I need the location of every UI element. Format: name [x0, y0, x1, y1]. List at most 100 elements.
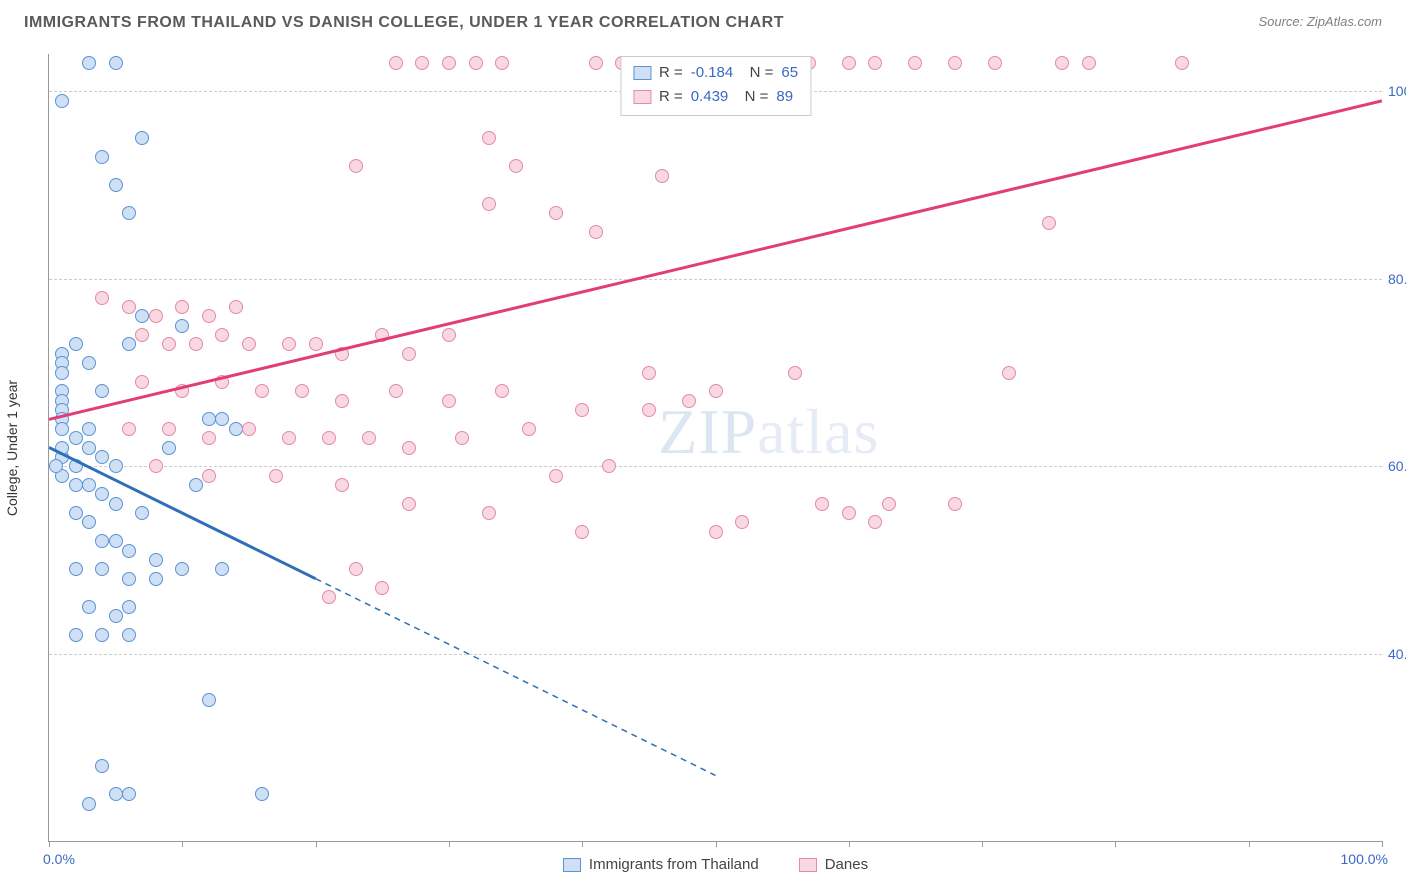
stats-row-blue: R = -0.184 N = 65 — [633, 61, 798, 85]
source-label: Source: ZipAtlas.com — [1258, 14, 1382, 29]
data-point-pink — [335, 347, 349, 361]
data-point-blue — [122, 337, 136, 351]
data-point-pink — [402, 497, 416, 511]
data-point-pink — [455, 431, 469, 445]
x-tick — [49, 841, 50, 847]
chart-title: IMMIGRANTS FROM THAILAND VS DANISH COLLE… — [24, 14, 784, 32]
data-point-pink — [175, 300, 189, 314]
data-point-pink — [242, 337, 256, 351]
legend-item-pink: Danes — [799, 856, 868, 873]
bottom-legend: Immigrants from Thailand Danes — [49, 856, 1382, 873]
data-point-pink — [202, 309, 216, 323]
data-point-pink — [322, 431, 336, 445]
data-point-blue — [202, 412, 216, 426]
data-point-blue — [175, 319, 189, 333]
data-point-pink — [215, 375, 229, 389]
data-point-blue — [122, 206, 136, 220]
data-point-pink — [162, 337, 176, 351]
data-point-blue — [82, 441, 96, 455]
data-point-blue — [82, 797, 96, 811]
data-point-pink — [482, 197, 496, 211]
data-point-blue — [82, 422, 96, 436]
data-point-pink — [495, 384, 509, 398]
data-point-blue — [55, 441, 69, 455]
data-point-blue — [82, 56, 96, 70]
data-point-blue — [109, 459, 123, 473]
data-point-pink — [335, 394, 349, 408]
data-point-pink — [682, 394, 696, 408]
data-point-pink — [349, 159, 363, 173]
data-point-pink — [642, 366, 656, 380]
data-point-pink — [282, 337, 296, 351]
x-tick — [849, 841, 850, 847]
x-tick — [1115, 841, 1116, 847]
legend-label-blue: Immigrants from Thailand — [589, 856, 759, 873]
x-tick — [1249, 841, 1250, 847]
x-tick — [449, 841, 450, 847]
data-point-blue — [215, 562, 229, 576]
data-point-pink — [149, 309, 163, 323]
r-value-blue: -0.184 — [691, 61, 734, 85]
data-point-blue — [69, 478, 83, 492]
data-point-pink — [389, 384, 403, 398]
data-point-pink — [655, 169, 669, 183]
y-tick-label: 60.0% — [1388, 458, 1406, 474]
data-point-pink — [135, 375, 149, 389]
legend-swatch-pink — [799, 858, 817, 872]
data-point-pink — [442, 56, 456, 70]
data-point-blue — [69, 506, 83, 520]
legend-item-blue: Immigrants from Thailand — [563, 856, 759, 873]
data-point-pink — [402, 347, 416, 361]
data-point-blue — [149, 553, 163, 567]
data-point-pink — [1082, 56, 1096, 70]
data-point-pink — [255, 384, 269, 398]
data-point-pink — [1175, 56, 1189, 70]
data-point-pink — [309, 337, 323, 351]
data-point-blue — [135, 131, 149, 145]
data-point-blue — [162, 441, 176, 455]
data-point-pink — [642, 403, 656, 417]
data-point-pink — [575, 403, 589, 417]
data-point-blue — [95, 562, 109, 576]
x-tick — [982, 841, 983, 847]
data-point-pink — [175, 384, 189, 398]
data-point-pink — [242, 422, 256, 436]
data-point-pink — [295, 384, 309, 398]
x-tick — [582, 841, 583, 847]
gridline-h — [49, 654, 1382, 655]
data-point-pink — [162, 422, 176, 436]
data-point-blue — [109, 56, 123, 70]
data-point-blue — [95, 487, 109, 501]
data-point-pink — [375, 328, 389, 342]
data-point-blue — [149, 572, 163, 586]
data-point-blue — [82, 600, 96, 614]
n-value-blue: 65 — [781, 61, 798, 85]
data-point-blue — [95, 759, 109, 773]
data-point-blue — [49, 459, 63, 473]
legend-label-pink: Danes — [825, 856, 868, 873]
data-point-pink — [495, 56, 509, 70]
data-point-blue — [215, 412, 229, 426]
data-point-blue — [122, 544, 136, 558]
data-point-pink — [229, 300, 243, 314]
data-point-pink — [442, 394, 456, 408]
data-point-pink — [868, 56, 882, 70]
data-point-pink — [362, 431, 376, 445]
data-point-pink — [788, 366, 802, 380]
data-point-blue — [95, 628, 109, 642]
data-point-blue — [175, 562, 189, 576]
data-point-pink — [908, 56, 922, 70]
data-point-pink — [988, 56, 1002, 70]
data-point-pink — [202, 431, 216, 445]
data-point-pink — [709, 525, 723, 539]
scatter-plot: ZIPatlas R = -0.184 N = 65 R = 0.439 N =… — [48, 54, 1382, 842]
data-point-blue — [95, 534, 109, 548]
data-point-pink — [522, 422, 536, 436]
data-point-blue — [135, 309, 149, 323]
data-point-blue — [202, 693, 216, 707]
trend-lines — [49, 54, 1382, 841]
data-point-pink — [335, 478, 349, 492]
data-point-pink — [482, 131, 496, 145]
data-point-blue — [255, 787, 269, 801]
data-point-pink — [735, 515, 749, 529]
